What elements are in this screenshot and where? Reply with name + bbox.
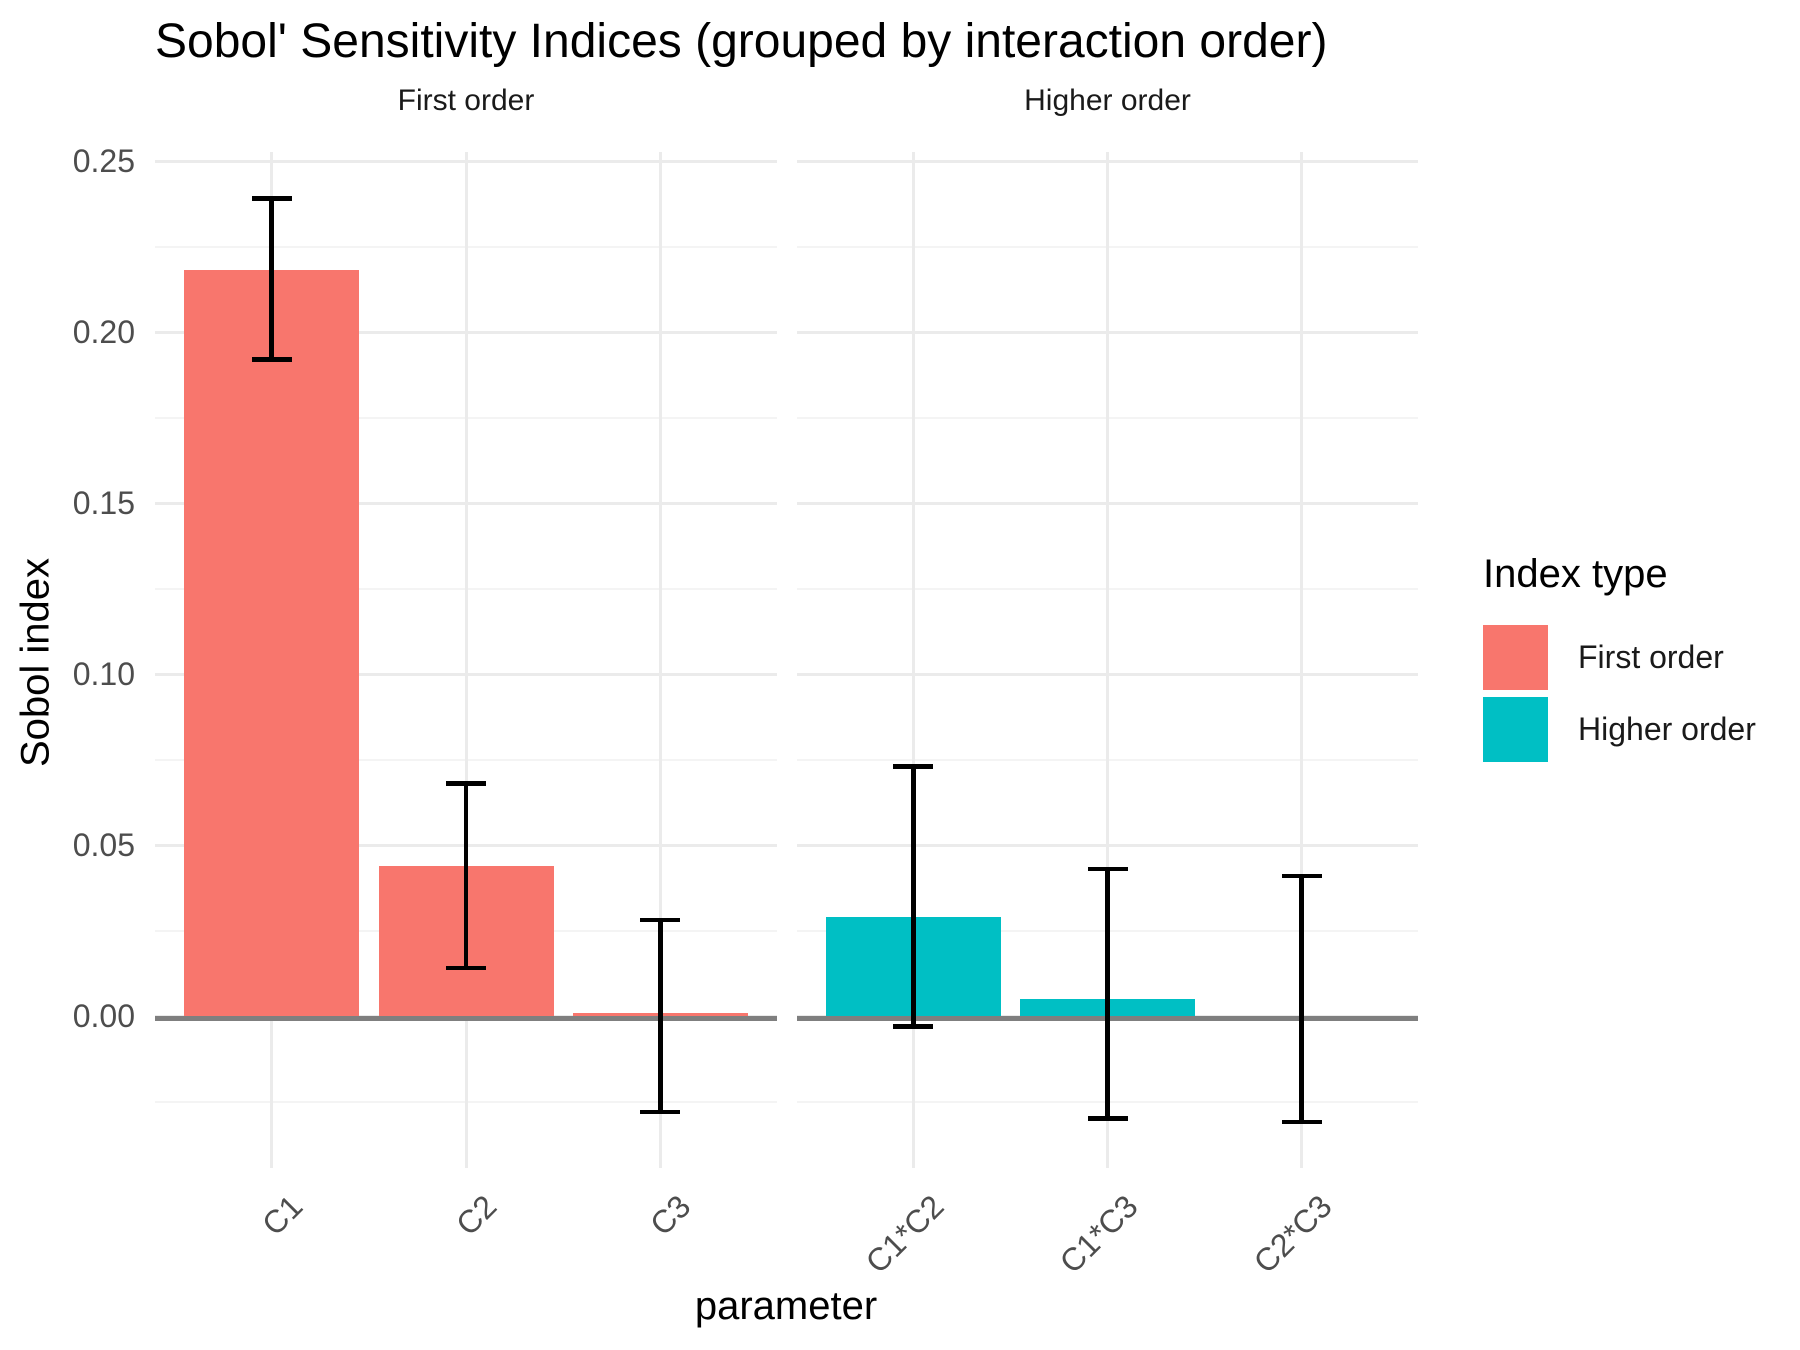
y-tick-label-0.20: 0.20 <box>72 314 135 350</box>
error-bar-cap-high-C1*C2 <box>893 764 934 769</box>
error-bar-cap-low-C1 <box>251 357 292 362</box>
gridline-x-major <box>464 152 468 1168</box>
bar-C1 <box>184 270 360 1016</box>
error-bar-line-C3 <box>658 920 663 1112</box>
error-bar-cap-low-C1*C3 <box>1087 1116 1128 1121</box>
legend-item-first-order: First order <box>1483 625 1724 690</box>
x-axis-title: parameter <box>694 1284 878 1328</box>
y-axis-title: Sobol index <box>13 557 58 768</box>
error-bar-line-C1*C2 <box>911 766 916 1027</box>
error-bar-cap-low-C3 <box>640 1109 681 1114</box>
x-tick-label-C1*C2: C1*C2 <box>858 1188 951 1281</box>
facet-strip-label: Higher order <box>1024 84 1191 117</box>
plot-title: Sobol' Sensitivity Indices (grouped by i… <box>155 15 1328 68</box>
gridline-x-major <box>658 152 662 1168</box>
gridline-x-major <box>911 152 915 1168</box>
error-bar-cap-high-C2 <box>446 781 486 786</box>
zero-line <box>155 1016 777 1021</box>
error-bar-line-C1 <box>269 198 274 360</box>
error-bar-line-C2 <box>463 783 469 969</box>
x-tick-label-C2*C3: C2*C3 <box>1246 1188 1340 1281</box>
error-bar-cap-high-C2*C3 <box>1281 873 1322 879</box>
legend-item-higher-order: Higher order <box>1483 697 1756 762</box>
x-tick-label-C3: C3 <box>643 1188 698 1243</box>
x-tick-label-C2: C2 <box>449 1188 504 1243</box>
error-bar-cap-low-C2*C3 <box>1281 1119 1322 1125</box>
x-tick-label-C1: C1 <box>254 1188 310 1243</box>
y-tick-label-0.25: 0.25 <box>72 143 135 179</box>
y-tick-label-0.05: 0.05 <box>72 827 135 863</box>
error-bar-line-C2*C3 <box>1299 875 1304 1122</box>
legend-item-label: First order <box>1578 639 1724 675</box>
x-tick-label-C1*C3: C1*C3 <box>1052 1188 1145 1281</box>
error-bar-cap-high-C3 <box>640 917 681 923</box>
legend-swatch <box>1483 697 1548 762</box>
legend: Index type First order Higher order <box>1483 552 1756 769</box>
legend-title: Index type <box>1483 552 1668 596</box>
legend-items: First order Higher order <box>1483 625 1756 762</box>
y-tick-label-0.15: 0.15 <box>72 485 135 521</box>
error-bar-cap-low-C2 <box>446 965 486 971</box>
legend-swatch <box>1483 625 1548 690</box>
gridline-x-major <box>1106 152 1109 1168</box>
error-bar-cap-high-C1 <box>251 196 292 201</box>
gridline-x-major <box>1300 152 1304 1168</box>
error-bar-cap-low-C1*C2 <box>893 1024 934 1029</box>
legend-item-label: Higher order <box>1578 711 1756 747</box>
error-bar-line-C1*C3 <box>1105 868 1110 1119</box>
y-tick-label-0.00: 0.00 <box>72 998 135 1034</box>
y-tick-label-0.10: 0.10 <box>72 656 135 692</box>
error-bar-cap-high-C1*C3 <box>1087 866 1128 872</box>
panel-first-order <box>155 152 777 1168</box>
panel-higher-order <box>797 152 1418 1168</box>
facet-strip-label: First order <box>397 84 535 117</box>
